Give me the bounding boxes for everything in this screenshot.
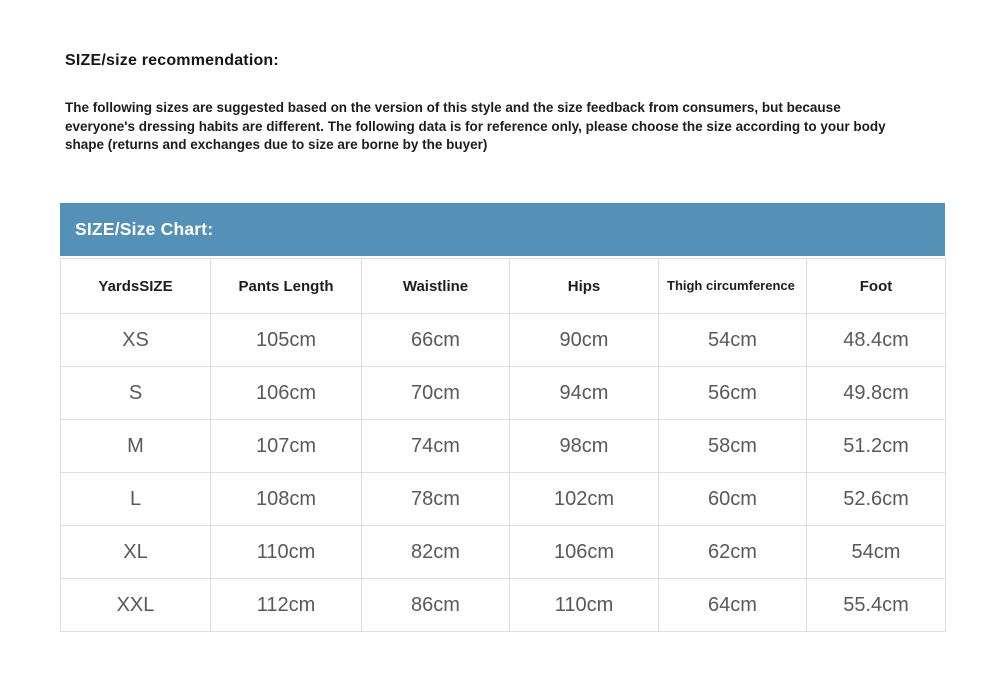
waistline: 82cm: [361, 525, 510, 579]
size-chart-header-bar: SIZE/Size Chart:: [60, 203, 945, 256]
table-row-m: M 107cm 74cm 98cm 58cm 51.2cm: [60, 419, 946, 473]
pants-length: 108cm: [210, 472, 362, 526]
column-header-foot: Foot: [806, 258, 946, 314]
size-chart-table: YardsSIZE Pants Length Waistline Hips Th…: [60, 258, 946, 632]
pants-length: 112cm: [210, 578, 362, 632]
thigh-circumference: 60cm: [658, 472, 807, 526]
waistline: 86cm: [361, 578, 510, 632]
table-row-s: S 106cm 70cm 94cm 56cm 49.8cm: [60, 366, 946, 420]
pants-length: 105cm: [210, 313, 362, 367]
waistline: 78cm: [361, 472, 510, 526]
column-header-pants-length: Pants Length: [210, 258, 362, 314]
size-label: M: [60, 419, 211, 473]
waistline: 70cm: [361, 366, 510, 420]
hips: 98cm: [509, 419, 659, 473]
size-label: S: [60, 366, 211, 420]
hips: 102cm: [509, 472, 659, 526]
pants-length: 110cm: [210, 525, 362, 579]
hips: 106cm: [509, 525, 659, 579]
hips: 94cm: [509, 366, 659, 420]
thigh-circumference: 62cm: [658, 525, 807, 579]
thigh-circumference: 64cm: [658, 578, 807, 632]
table-row-xl: XL 110cm 82cm 106cm 62cm 54cm: [60, 525, 946, 579]
thigh-circumference: 56cm: [658, 366, 807, 420]
foot: 54cm: [806, 525, 946, 579]
column-header-thigh-circumference: Thigh circumference: [658, 258, 807, 314]
table-row-l: L 108cm 78cm 102cm 60cm 52.6cm: [60, 472, 946, 526]
size-label: XS: [60, 313, 211, 367]
column-header-yards-size: YardsSIZE: [60, 258, 211, 314]
pants-length: 106cm: [210, 366, 362, 420]
page-title: SIZE/size recommendation:: [65, 52, 279, 69]
thigh-circumference: 58cm: [658, 419, 807, 473]
column-header-hips: Hips: [509, 258, 659, 314]
size-label: XL: [60, 525, 211, 579]
thigh-circumference: 54cm: [658, 313, 807, 367]
hips: 110cm: [509, 578, 659, 632]
size-disclaimer-text: The following sizes are suggested based …: [65, 100, 886, 152]
size-label: L: [60, 472, 211, 526]
table-row-xxl: XXL 112cm 86cm 110cm 64cm 55.4cm: [60, 578, 946, 632]
foot: 52.6cm: [806, 472, 946, 526]
size-chart-title: SIZE/Size Chart:: [75, 219, 214, 239]
foot: 48.4cm: [806, 313, 946, 367]
waistline: 74cm: [361, 419, 510, 473]
pants-length: 107cm: [210, 419, 362, 473]
foot: 51.2cm: [806, 419, 946, 473]
foot: 55.4cm: [806, 578, 946, 632]
column-header-waistline: Waistline: [361, 258, 510, 314]
table-row-xs: XS 105cm 66cm 90cm 54cm 48.4cm: [60, 313, 946, 367]
waistline: 66cm: [361, 313, 510, 367]
table-header-row: YardsSIZE Pants Length Waistline Hips Th…: [60, 258, 946, 314]
foot: 49.8cm: [806, 366, 946, 420]
size-label: XXL: [60, 578, 211, 632]
hips: 90cm: [509, 313, 659, 367]
